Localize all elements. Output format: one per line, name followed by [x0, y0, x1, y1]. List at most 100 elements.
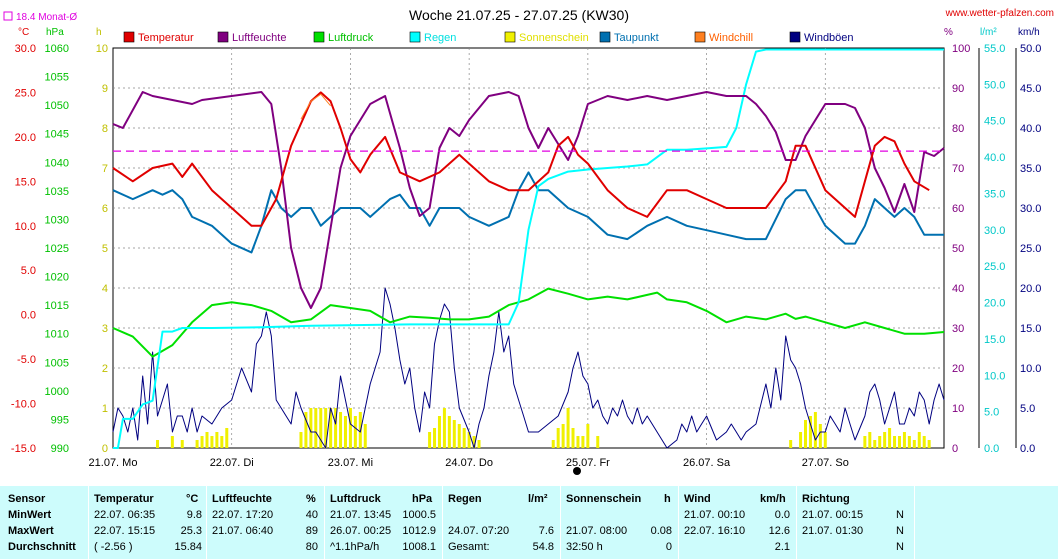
- rain-tick-label: 20.0: [984, 298, 1005, 310]
- cell-value: 2.1: [774, 541, 790, 553]
- source-label: www.wetter-pfalzen.com: [945, 8, 1054, 19]
- sunshine-bar: [878, 436, 882, 448]
- series-temperatur: [112, 91, 930, 227]
- header-dir: Richtung: [802, 493, 850, 505]
- humid-tick-label: 40: [952, 283, 964, 295]
- temp-tick-label: -5.0: [17, 354, 36, 366]
- sunshine-bar: [457, 424, 461, 448]
- temp-tick-label: 25.0: [15, 87, 36, 99]
- cell-value: 26.07. 00:25: [330, 525, 392, 537]
- cell-value: ( -2.56 ): [94, 541, 133, 553]
- col-divider: [796, 486, 797, 559]
- sunshine-bar: [863, 436, 867, 448]
- sunshine-bar: [353, 416, 357, 448]
- header-press: Luftdruck: [330, 493, 381, 505]
- press-tick-label: 1045: [45, 129, 69, 141]
- sunshine-bar: [156, 440, 160, 448]
- cell-value: 21.07. 00:15: [802, 509, 864, 521]
- wind-tick-label: 40.0: [1020, 123, 1041, 135]
- sunshine-bar: [902, 432, 906, 448]
- x-tick-label: 22.07. Di: [210, 457, 254, 469]
- humid-tick-label: 70: [952, 163, 964, 175]
- sunshine-bar: [462, 428, 466, 448]
- legend-swatch: [217, 31, 229, 43]
- humid-tick-label: 60: [952, 203, 964, 215]
- humid-tick-label: 20: [952, 363, 964, 375]
- grid: [112, 47, 945, 449]
- cell-value: 22.07. 15:15: [94, 525, 156, 537]
- sunshine-bar: [596, 436, 600, 448]
- sun-tick-label: 2: [102, 363, 108, 375]
- press-tick-label: 1060: [45, 43, 69, 55]
- sunshine-bar: [324, 408, 328, 448]
- wind-tick-label: 45.0: [1020, 83, 1041, 95]
- cell-value: 1012.9: [402, 525, 436, 537]
- sunshine-bar: [170, 436, 174, 448]
- sunshine-bar: [571, 428, 575, 448]
- rain-tick-label: 40.0: [984, 152, 1005, 164]
- header-press-unit: hPa: [412, 493, 433, 505]
- press-tick-label: 1040: [45, 157, 69, 169]
- wind-tick-label: 0.0: [1020, 443, 1035, 455]
- legend-entry: Luftfeuchte: [232, 32, 286, 44]
- cell-value: 54.8: [532, 541, 554, 553]
- rain-tick-label: 10.0: [984, 370, 1005, 382]
- sunshine-bar: [343, 416, 347, 448]
- humid-tick-label: 30: [952, 323, 964, 335]
- legend-entry: Regen: [424, 32, 456, 44]
- col-divider: [88, 486, 89, 559]
- humid-tick-label: 100: [952, 43, 970, 55]
- sunshine-bar: [180, 440, 184, 448]
- month-avg-label: 18.4 Monat-Ø: [16, 12, 77, 23]
- x-tick-label: 21.07. Mo: [89, 457, 138, 469]
- press-tick-label: 1020: [45, 272, 69, 284]
- sunshine-bar: [804, 420, 807, 448]
- sunshine-bar: [433, 428, 437, 448]
- cell-value: Gesamt:: [448, 541, 490, 553]
- header-wind: Wind: [684, 493, 711, 505]
- header-sensor: Sensor: [8, 493, 46, 505]
- sunshine-bar: [868, 432, 872, 448]
- row-label: MaxWert: [8, 525, 54, 537]
- wind-tick-label: 30.0: [1020, 203, 1041, 215]
- wind-tick-label: 5.0: [1020, 403, 1035, 415]
- rain-tick-label: 15.0: [984, 334, 1005, 346]
- sunshine-bar: [205, 432, 209, 448]
- cell-value: 24.07. 07:20: [448, 525, 510, 537]
- sunshine-bar: [561, 424, 565, 448]
- rain-tick-label: 30.0: [984, 225, 1005, 237]
- chart-title: Woche 21.07.25 - 27.07.25 (KW30): [409, 7, 629, 23]
- sunshine-bar: [556, 428, 560, 448]
- header-rain-unit: l/m²: [528, 493, 548, 505]
- sunshine-bar: [319, 408, 323, 448]
- col-divider: [678, 486, 679, 559]
- rain-tick-label: 25.0: [984, 261, 1005, 273]
- wind-unit: km/h: [1018, 27, 1040, 38]
- header-rain: Regen: [448, 493, 482, 505]
- humid-tick-label: 90: [952, 83, 964, 95]
- press-tick-label: 1000: [45, 386, 69, 398]
- temp-tick-label: 30.0: [15, 43, 36, 55]
- sun-tick-label: 4: [102, 283, 108, 295]
- rain-tick-label: 50.0: [984, 79, 1005, 91]
- cell-value: 15.84: [174, 541, 202, 553]
- sun-tick-label: 8: [102, 123, 108, 135]
- cell-value: 7.6: [538, 525, 554, 537]
- press-tick-label: 990: [51, 443, 69, 455]
- sunshine-bar: [799, 432, 803, 448]
- legend-swatch: [123, 31, 135, 43]
- sunshine-bar: [304, 412, 308, 448]
- cell-value: 21.07. 01:30: [802, 525, 864, 537]
- sunshine-bar: [339, 412, 343, 448]
- sunshine-bar: [334, 408, 338, 448]
- rain-unit: l/m²: [980, 27, 997, 38]
- cell-value: 21.07. 08:00: [566, 525, 628, 537]
- sunshine-bar: [314, 408, 318, 448]
- temp-tick-label: -10.0: [11, 399, 36, 411]
- x-tick-label: 24.07. Do: [445, 457, 493, 469]
- press-tick-label: 1025: [45, 243, 69, 255]
- stats-table: Sensor Temperatur °C Luftfeuchte % Luftd…: [0, 486, 1058, 559]
- press-tick-label: 1050: [45, 100, 69, 112]
- rain-tick-label: 5.0: [984, 407, 999, 419]
- press-tick-label: 1055: [45, 72, 69, 84]
